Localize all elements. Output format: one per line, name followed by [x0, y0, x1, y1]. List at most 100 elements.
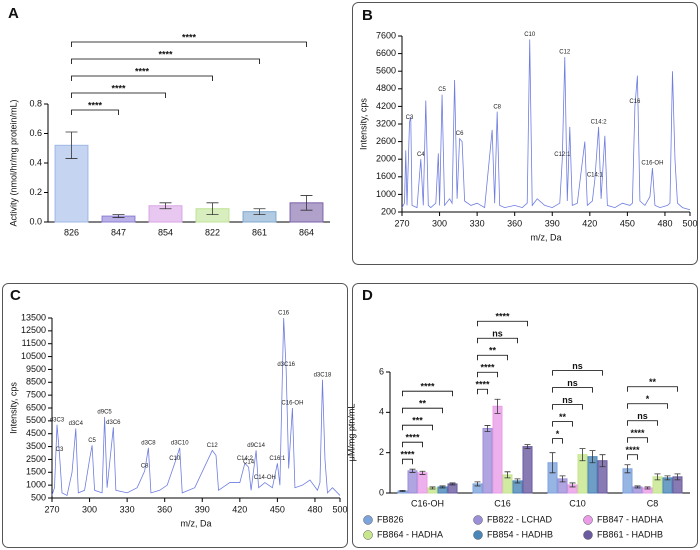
significance-label: ** [489, 346, 497, 356]
y-tick-label: 7600 [376, 30, 396, 40]
y-tick-label: 2500 [26, 454, 46, 464]
error-bar [399, 489, 406, 492]
peak-label: C5 [438, 87, 446, 93]
significance-bracket [552, 404, 583, 410]
y-tick-label: 2600 [376, 136, 396, 146]
x-tick-label: 450 [620, 218, 635, 228]
peak-label: C8 [493, 104, 501, 110]
peak-label: C12:1 [554, 152, 571, 158]
y-tick-label: 1000 [26, 480, 46, 490]
y-axis-title: μM/mg ptn/mL [346, 404, 356, 462]
significance-label: **** [625, 445, 640, 455]
significance-bracket [477, 388, 488, 395]
error-bar [112, 214, 125, 218]
peak-label: C16-OH [641, 161, 663, 167]
x-tick-label: 826 [64, 227, 79, 237]
x-tick-label: 480 [657, 218, 672, 228]
peak-label: C16-OH [281, 401, 303, 407]
significance-bracket [71, 109, 119, 115]
x-tick-label: 500 [682, 218, 697, 228]
x-tick-label: 864 [299, 227, 314, 237]
significance-bracket [402, 458, 413, 465]
significance-label: ns [567, 378, 578, 388]
significance-label: **** [405, 433, 420, 443]
bar [407, 470, 418, 494]
significance-label: ** [649, 377, 657, 387]
y-tick-label: 3200 [376, 118, 396, 128]
bar [482, 427, 493, 494]
x-axis-title: m/z, Da [530, 232, 561, 242]
significance-bracket [402, 407, 443, 414]
panel-frame [352, 283, 698, 548]
error-bar [409, 468, 416, 473]
significance-label: **** [480, 363, 495, 373]
significance-bracket [627, 437, 648, 443]
error-bar [579, 448, 586, 462]
legend-swatch [363, 515, 373, 525]
y-tick-label: 7500 [26, 390, 46, 400]
y-tick-label: 8500 [26, 377, 46, 387]
x-tick-label: 420 [582, 218, 597, 228]
x-tick-label: 330 [470, 218, 485, 228]
peak-label: d3C16 [277, 362, 295, 368]
significance-bracket [71, 75, 213, 81]
error-bar [449, 482, 456, 486]
x-tick-label: 500 [332, 504, 347, 514]
y-axis-title: Intensity, cps [8, 382, 18, 434]
y-tick-label: 4800 [376, 83, 396, 93]
significance-bracket [627, 386, 678, 392]
error-bar [664, 475, 671, 481]
error-bar [514, 478, 521, 484]
error-bar [429, 486, 436, 490]
significance-label: **** [630, 428, 645, 438]
significance-label: **** [182, 32, 197, 42]
peak-label: C14:2 [591, 120, 608, 126]
error-bar [419, 470, 426, 475]
peak-label: C16 [629, 99, 641, 105]
peak-label: d3C8 [141, 440, 156, 446]
significance-bracket [477, 371, 498, 378]
peak-label: C16 [278, 311, 290, 317]
error-bar [524, 444, 531, 450]
error-bar [494, 398, 501, 414]
significance-label: ns [572, 361, 583, 371]
x-tick-label: 420 [232, 504, 247, 514]
significance-label: *** [412, 416, 423, 426]
panel-letter: A [8, 5, 19, 22]
peak-label: d3C18 [314, 372, 332, 378]
significance-label: **** [400, 450, 415, 460]
x-tick-label: 822 [205, 227, 220, 237]
y-tick-label: 13500 [21, 312, 46, 322]
x-tick-label: 480 [307, 504, 322, 514]
significance-bracket [627, 454, 638, 460]
y-tick-label: 4200 [376, 101, 396, 111]
x-tick-label: 390 [195, 504, 210, 514]
x-tick-label: 300 [432, 218, 447, 228]
significance-bracket [477, 354, 508, 361]
y-tick-label: 0.4 [29, 157, 42, 167]
significance-label: **** [88, 100, 103, 110]
y-tick-label: 1500 [26, 467, 46, 477]
peak-label: C8 [141, 464, 149, 470]
error-bar [484, 425, 491, 432]
y-tick-label: 5500 [26, 415, 46, 425]
legend-label: FB861 - HADHB [597, 529, 663, 539]
peak-label: C12 [207, 443, 219, 449]
peak-label: d9C14 [247, 443, 265, 449]
y-tick-label: 12500 [21, 325, 46, 335]
significance-label: **** [158, 49, 173, 59]
error-bar [644, 486, 651, 490]
peak-label: C14:1 [587, 172, 604, 178]
significance-label: ns [492, 329, 503, 339]
significance-bracket [552, 421, 573, 427]
y-tick-label: 500 [31, 492, 46, 502]
peak-label: C16:1 [269, 456, 286, 462]
peak-label: C10 [524, 32, 536, 38]
significance-label: **** [475, 380, 490, 390]
y-tick-label: 10500 [21, 351, 46, 361]
significance-bracket [552, 387, 593, 393]
error-bar [65, 131, 78, 159]
y-tick-label: 1600 [376, 171, 396, 181]
significance-label: ** [559, 412, 567, 422]
peak-label: C14-OH [254, 475, 276, 481]
